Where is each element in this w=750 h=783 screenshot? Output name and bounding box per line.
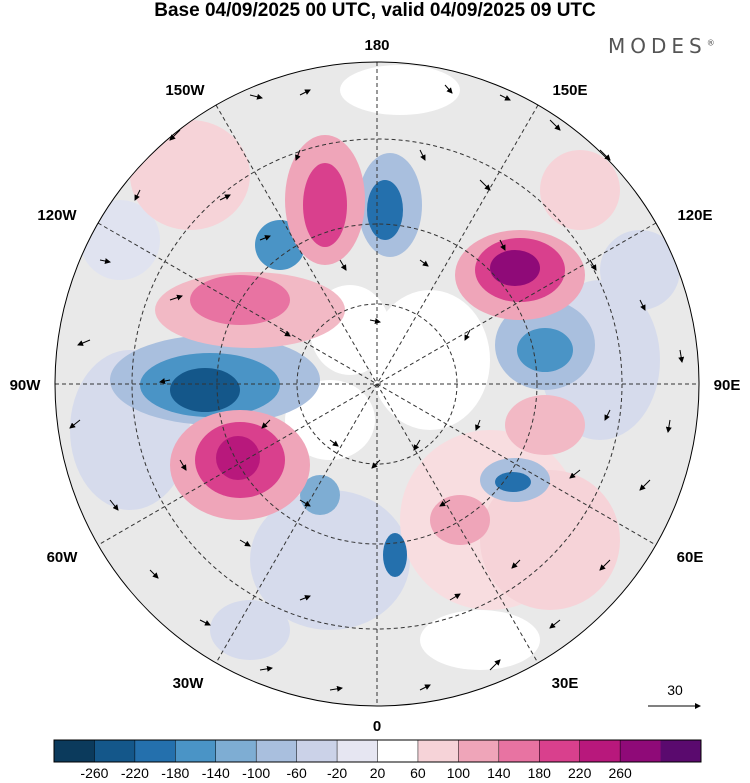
negative-anomaly-core bbox=[495, 472, 531, 492]
neutral-patch bbox=[370, 290, 490, 430]
negative-anomaly-core bbox=[517, 328, 573, 372]
lon-label-150w: 150W bbox=[165, 82, 205, 99]
neutral-patch bbox=[420, 610, 540, 670]
positive-anomaly bbox=[505, 395, 585, 455]
colorbar-tick-label: -60 bbox=[287, 765, 307, 781]
colorbar-tick-label: -20 bbox=[327, 765, 347, 781]
colorbar-swatch bbox=[256, 740, 298, 762]
lon-label-0: 0 bbox=[373, 718, 381, 735]
polar-map bbox=[54, 61, 700, 707]
longitude-labels: 180 150W 150E 120W 120E 90W 90E 60W 60E … bbox=[10, 37, 741, 735]
lon-label-90w: 90W bbox=[10, 377, 42, 394]
colorbar-tick-label: 100 bbox=[447, 765, 471, 781]
colorbar-tick-label: 260 bbox=[608, 765, 632, 781]
colorbar: -260 -220 -180 -140 -100 -60 -20 20 60 100 140 180 2… bbox=[53, 739, 702, 781]
negative-anomaly-core bbox=[367, 180, 403, 240]
colorbar-swatch bbox=[660, 740, 702, 762]
colorbar-swatch bbox=[215, 740, 257, 762]
lon-label-150e: 150E bbox=[552, 82, 587, 99]
graticule bbox=[55, 62, 699, 706]
colorbar-tick-label: 220 bbox=[568, 765, 592, 781]
negative-anomaly bbox=[383, 533, 407, 577]
reference-vector: 30 bbox=[648, 682, 701, 709]
colorbar-tick-label: -100 bbox=[242, 765, 270, 781]
modes-logo: MODES® bbox=[608, 34, 715, 58]
positive-anomaly bbox=[130, 120, 250, 230]
colorbar-tick-label: -220 bbox=[121, 765, 149, 781]
colorbar-tick-label: 180 bbox=[528, 765, 552, 781]
colorbar-swatch bbox=[539, 740, 581, 762]
colorbar-tick-label: 20 bbox=[370, 765, 386, 781]
colorbar-tick-label: -260 bbox=[80, 765, 108, 781]
lon-label-120w: 120W bbox=[37, 207, 77, 224]
colorbar-swatch bbox=[620, 740, 662, 762]
colorbar-swatch bbox=[337, 740, 378, 762]
positive-anomaly bbox=[190, 275, 290, 325]
negative-anomaly-core bbox=[170, 368, 240, 412]
positive-anomaly bbox=[540, 150, 620, 230]
colorbar-swatch bbox=[94, 740, 136, 762]
wind-vectors bbox=[69, 84, 685, 692]
colorbar-swatch bbox=[458, 740, 500, 762]
lon-label-90e: 90E bbox=[714, 377, 741, 394]
positive-anomaly bbox=[480, 470, 620, 610]
colorbar-tick-label: -180 bbox=[161, 765, 189, 781]
lon-label-60e: 60E bbox=[677, 549, 704, 566]
colorbar-swatch bbox=[54, 740, 95, 762]
colorbar-tick-label: 60 bbox=[410, 765, 426, 781]
negative-anomaly bbox=[600, 230, 680, 310]
map-title: Base 04/09/2025 00 UTC, valid 04/09/2025… bbox=[154, 0, 596, 21]
positive-anomaly-core bbox=[490, 250, 540, 286]
colorbar-swatch bbox=[134, 740, 176, 762]
colorbar-swatch bbox=[377, 740, 419, 762]
colorbar-swatch bbox=[296, 740, 338, 762]
colorbar-swatch bbox=[498, 740, 540, 762]
colorbar-tick-label: -140 bbox=[202, 765, 230, 781]
registered-mark: ® bbox=[706, 38, 715, 48]
positive-anomaly bbox=[430, 495, 490, 545]
lon-label-30w: 30W bbox=[173, 675, 205, 692]
reference-vector-label: 30 bbox=[667, 682, 683, 698]
colorbar-tick-label: 140 bbox=[487, 765, 511, 781]
lon-label-60w: 60W bbox=[47, 549, 79, 566]
negative-anomaly bbox=[250, 490, 410, 630]
lon-label-180: 180 bbox=[364, 37, 389, 54]
positive-anomaly-core bbox=[303, 163, 347, 247]
negative-anomaly bbox=[210, 600, 290, 660]
brand-text: MODES bbox=[608, 34, 707, 58]
positive-anomaly-core bbox=[216, 436, 260, 480]
colorbar-swatch bbox=[417, 740, 459, 762]
neutral-patch bbox=[340, 65, 460, 115]
lon-label-120e: 120E bbox=[677, 207, 712, 224]
colorbar-swatch bbox=[579, 740, 621, 762]
lon-label-30e: 30E bbox=[552, 675, 579, 692]
colorbar-swatch bbox=[175, 740, 217, 762]
map-boundary bbox=[54, 61, 700, 707]
